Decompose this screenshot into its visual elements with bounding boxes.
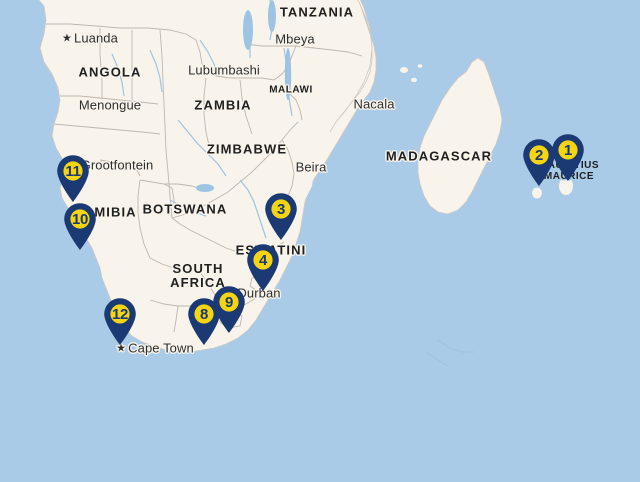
map-pin-icon — [523, 139, 555, 186]
islet-nw-3 — [417, 64, 423, 68]
map-marker-2[interactable]: 2 — [520, 136, 558, 186]
map-pin-icon — [265, 193, 297, 240]
map-pin-icon — [64, 203, 96, 250]
island-reunion — [532, 187, 542, 199]
map-marker-3[interactable]: 3 — [262, 190, 300, 240]
map-pin-icon — [188, 298, 220, 345]
island-mauritius — [559, 177, 573, 195]
islet-nw-1 — [400, 67, 408, 73]
landmass-northeast-bulge — [329, 0, 373, 133]
islet-nw-2 — [411, 77, 417, 83]
map-marker-12[interactable]: 12 — [101, 295, 139, 345]
coast-detail-mozambique — [252, 150, 314, 298]
map-marker-4[interactable]: 4 — [244, 241, 282, 291]
map-pin-icon — [247, 244, 279, 291]
map-marker-10[interactable]: 10 — [61, 200, 99, 250]
lakes — [196, 0, 292, 192]
map-pin-icon — [57, 155, 89, 202]
landmass-madagascar — [417, 57, 503, 215]
map-pin-icon — [552, 134, 584, 181]
map-pin-icon — [213, 286, 245, 333]
map-pin-icon — [104, 298, 136, 345]
map-marker-9[interactable]: 9 — [210, 283, 248, 333]
map-marker-11[interactable]: 11 — [54, 152, 92, 202]
